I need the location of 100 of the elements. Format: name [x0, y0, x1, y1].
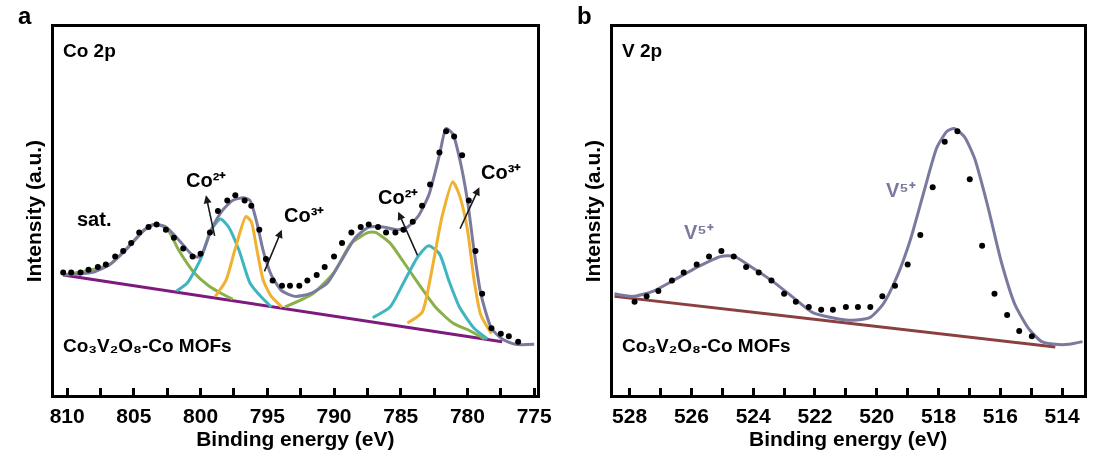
point — [743, 264, 750, 271]
point — [136, 229, 143, 236]
x-tick-label: 790 — [316, 404, 352, 428]
point — [718, 248, 725, 255]
point — [85, 266, 92, 273]
annotation: Co²⁺ — [186, 169, 227, 191]
point — [162, 226, 169, 233]
point — [781, 290, 788, 297]
point — [904, 261, 911, 268]
y-axis-title: Intensity (a.u.) — [21, 139, 45, 283]
annotation: V⁵⁺ — [886, 179, 916, 201]
point — [197, 250, 204, 257]
point — [365, 221, 372, 228]
point — [465, 197, 472, 204]
x-tick-label: 522 — [797, 404, 833, 428]
x-tick-label: 528 — [612, 404, 648, 428]
point — [224, 197, 231, 204]
point — [979, 242, 986, 249]
point — [436, 149, 443, 156]
point — [655, 288, 662, 295]
point — [472, 248, 479, 255]
point — [730, 253, 737, 260]
point — [248, 202, 255, 209]
point — [668, 277, 675, 284]
x-tick-label: 514 — [1044, 404, 1080, 428]
point — [68, 269, 75, 276]
x-tick-label: 810 — [49, 404, 85, 428]
point — [296, 282, 303, 289]
point — [256, 226, 263, 233]
point — [854, 304, 861, 311]
chart-title: a — [18, 2, 32, 29]
x-tick-label: 780 — [449, 404, 485, 428]
point — [1028, 333, 1035, 340]
point — [214, 208, 221, 215]
x-tick-label: 805 — [116, 404, 152, 428]
annotation: sat. — [77, 208, 112, 230]
point — [145, 224, 152, 231]
point — [505, 333, 512, 340]
point — [941, 138, 948, 145]
point — [497, 330, 504, 337]
point — [375, 224, 382, 231]
point — [383, 229, 390, 236]
annotation: Co³⁺ — [284, 204, 325, 226]
point — [1016, 328, 1023, 334]
point — [459, 152, 466, 159]
point — [991, 290, 998, 297]
point — [829, 306, 836, 313]
point — [488, 325, 495, 332]
point — [1004, 312, 1011, 319]
point — [189, 253, 196, 260]
point — [262, 256, 269, 263]
point — [929, 184, 936, 191]
point — [128, 240, 135, 247]
point — [286, 282, 293, 289]
point — [304, 277, 311, 284]
point — [768, 277, 775, 284]
point — [232, 192, 239, 199]
chart-title: b — [577, 2, 592, 29]
point — [515, 338, 522, 345]
point — [879, 293, 886, 300]
y-axis-title: Intensity (a.u.) — [580, 139, 604, 283]
point — [755, 269, 762, 276]
x-tick-label: 516 — [982, 404, 1018, 428]
point — [241, 197, 248, 204]
point — [357, 224, 364, 231]
point — [479, 290, 486, 297]
annotation: Co₃V₂O₈-Co MOFs — [622, 335, 791, 356]
point — [693, 261, 700, 268]
point — [451, 133, 458, 140]
point — [120, 248, 127, 255]
point — [348, 229, 355, 236]
x-tick-label: 518 — [921, 404, 957, 428]
annotation: Co²⁺ — [378, 186, 419, 208]
point — [409, 218, 416, 225]
point — [954, 128, 961, 135]
x-tick-label: 800 — [183, 404, 219, 428]
point — [313, 272, 320, 279]
point — [680, 269, 687, 276]
point — [339, 240, 346, 247]
point — [321, 264, 328, 271]
point — [631, 298, 638, 305]
text: Co 2p — [63, 40, 116, 61]
point — [792, 298, 799, 305]
point — [278, 282, 285, 289]
x-axis-title: Binding energy (eV) — [749, 427, 948, 451]
point — [443, 128, 450, 135]
point — [706, 253, 713, 260]
point — [269, 277, 276, 284]
point — [206, 229, 213, 236]
point — [94, 264, 101, 271]
point — [331, 253, 338, 260]
x-tick-label: 785 — [383, 404, 419, 428]
point — [966, 176, 973, 183]
annotation: Co³⁺ — [481, 161, 522, 183]
x-tick-label: 524 — [735, 404, 772, 428]
point — [60, 269, 67, 276]
x-axis-title: Binding energy (eV) — [196, 427, 395, 451]
point — [77, 269, 84, 276]
x-tick-label: 795 — [249, 404, 286, 428]
point — [805, 304, 812, 311]
